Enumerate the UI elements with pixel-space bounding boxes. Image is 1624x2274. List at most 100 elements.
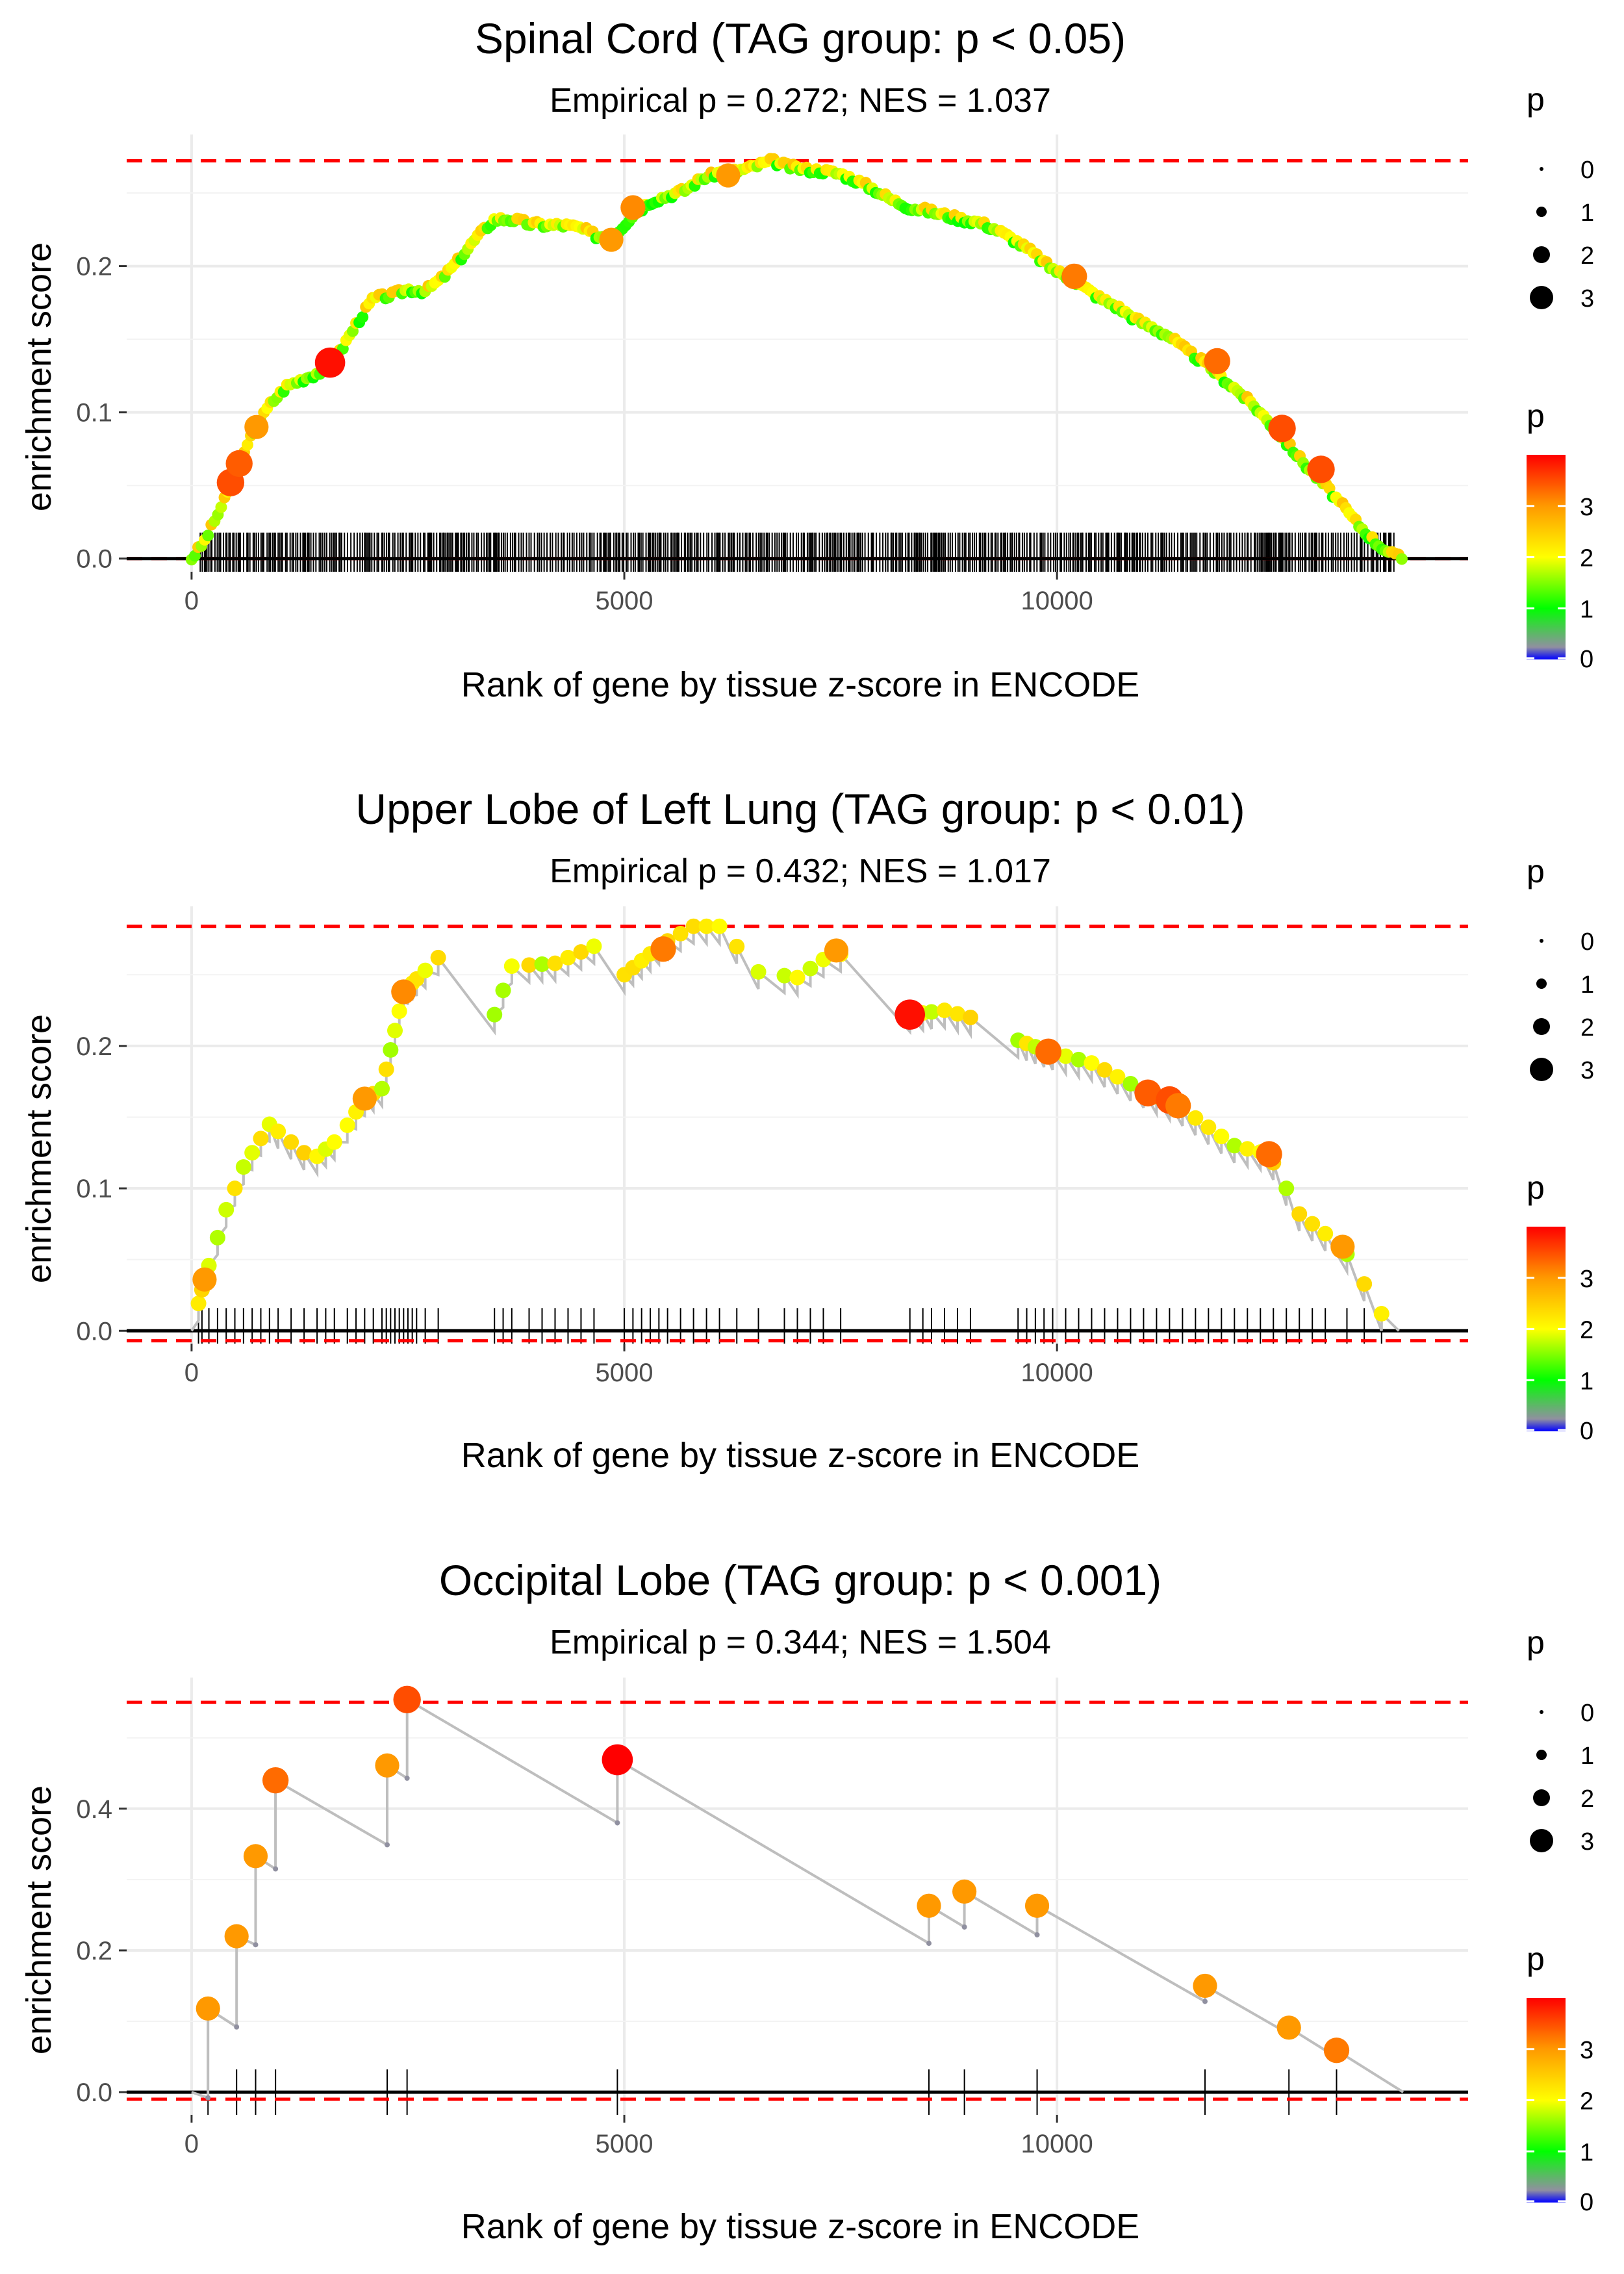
gene-point-small	[1034, 1932, 1040, 1937]
gene-point	[209, 1229, 225, 1246]
gene-point	[789, 969, 806, 986]
gene-point-large	[225, 450, 253, 478]
size-legend-dot	[1536, 978, 1547, 989]
gene-point-small	[205, 2095, 211, 2101]
chart-title: Occipital Lobe (TAG group: p < 0.001)	[439, 1556, 1161, 1604]
gene-point-small	[1202, 1999, 1208, 2004]
y-axis-ticks: 0.0 0.2 0.4	[76, 1795, 127, 2107]
size-legend-label: 3	[1580, 1828, 1594, 1856]
size-legend-label: 2	[1580, 242, 1594, 270]
size-legend-title: p	[1527, 1624, 1545, 1661]
gene-point-large	[375, 1753, 400, 1778]
gene-point	[1200, 1119, 1217, 1135]
gene-points	[190, 918, 1389, 1322]
gene-point	[750, 964, 767, 980]
y-tick-label: 0.1	[76, 399, 112, 428]
chart-subtitle: Empirical p = 0.432; NES = 1.017	[550, 852, 1051, 890]
x-axis-title: Rank of gene by tissue z-score in ENCODE	[461, 1436, 1139, 1475]
x-tick-label: 10000	[1021, 2130, 1093, 2158]
gene-point-large	[352, 1086, 377, 1111]
size-legend-title: p	[1527, 81, 1545, 118]
y-tick-label: 0.1	[76, 1175, 112, 1203]
gene-point	[391, 1003, 407, 1019]
size-legend-dot	[1540, 1710, 1543, 1714]
gene-point	[296, 1145, 312, 1161]
gene-point	[1291, 1206, 1308, 1222]
gene-point	[1226, 1138, 1243, 1154]
y-tick-label: 0.0	[76, 1317, 112, 1346]
gene-point	[936, 1003, 952, 1019]
size-legend-dot	[1540, 939, 1543, 943]
gene-point	[1373, 1305, 1389, 1322]
gene-point	[802, 960, 818, 977]
y-tick-label: 0.2	[76, 1937, 112, 1965]
gene-point	[241, 439, 253, 451]
panel-occipital-lobe: Occipital Lobe (TAG group: p < 0.001) Em…	[19, 1556, 1468, 2246]
size-legend-dot	[1533, 1789, 1550, 1806]
colorbar-label: 1	[1580, 596, 1593, 623]
gene-point	[547, 955, 563, 971]
y-tick-label: 0.0	[76, 2078, 112, 2107]
x-axis-ticks: 0 5000 10000	[184, 1344, 1093, 1387]
x-tick-label: 0	[184, 2130, 199, 2158]
gene-point	[1110, 1069, 1126, 1085]
gene-point	[776, 967, 793, 984]
gene-point-small	[926, 1941, 932, 1947]
gene-point-small	[234, 2024, 240, 2030]
gene-point	[521, 957, 537, 973]
y-tick-label: 0.2	[76, 1032, 112, 1061]
size-legend-dot	[1530, 1829, 1553, 1852]
size-legend-label: 1	[1580, 971, 1594, 999]
x-tick-label: 0	[184, 587, 199, 615]
size-legend-title: p	[1527, 853, 1545, 889]
gene-point	[1317, 1225, 1334, 1242]
gene-point	[244, 1145, 260, 1161]
gene-point-large	[620, 195, 646, 220]
gene-point-large	[1307, 455, 1335, 483]
y-axis-ticks: 0.0 0.1 0.2	[76, 253, 127, 574]
gene-point	[235, 1159, 251, 1175]
color-legend-title: p	[1527, 398, 1545, 434]
x-axis-title: Rank of gene by tissue z-score in ENCODE	[461, 2207, 1139, 2246]
size-legend-dot	[1533, 246, 1550, 263]
colorbar-label: 3	[1580, 2037, 1593, 2064]
gene-point-small	[253, 1942, 259, 1948]
gene-point-large	[1323, 2038, 1350, 2063]
gene-point-small	[273, 1866, 279, 1872]
es-line	[191, 1697, 1404, 2100]
gene-point	[586, 938, 602, 954]
panel-upper-lobe-left-lung: Upper Lobe of Left Lung (TAG group: p < …	[19, 785, 1468, 1475]
gene-point-large	[716, 163, 741, 188]
size-legend-dot	[1540, 167, 1543, 171]
colorbar-label: 0	[1580, 1418, 1593, 1445]
gene-point-small	[961, 1924, 967, 1930]
chart-title: Upper Lobe of Left Lung (TAG group: p < …	[355, 785, 1245, 833]
size-legend-label: 1	[1580, 199, 1594, 227]
colorbar-label: 2	[1580, 1317, 1593, 1344]
gene-point	[202, 530, 214, 542]
gene-point-large	[243, 1844, 268, 1869]
size-legend-dot	[1533, 1018, 1550, 1035]
gene-point	[253, 1131, 269, 1147]
gene-point	[1356, 1276, 1373, 1292]
colorbar-label: 0	[1580, 2189, 1593, 2216]
gene-points	[185, 153, 1408, 566]
gene-point-large	[1204, 348, 1230, 375]
size-legend-dot	[1536, 207, 1547, 217]
colorbar-label: 3	[1580, 1266, 1593, 1293]
gene-point	[383, 1041, 399, 1058]
gene-point	[378, 1061, 394, 1077]
gridlines	[127, 1678, 1468, 2115]
x-tick-label: 5000	[596, 2130, 653, 2158]
x-tick-label: 5000	[596, 587, 653, 615]
gene-point-large	[393, 1685, 421, 1714]
gene-point-large	[824, 938, 849, 963]
gene-point	[711, 918, 728, 934]
gene-point-large	[1061, 263, 1087, 289]
y-axis-title: enrichment score	[19, 242, 58, 511]
gene-point-large	[917, 1893, 941, 1918]
running-es-curve	[191, 1697, 1404, 2100]
gene-point	[1239, 1141, 1256, 1157]
gene-point	[1097, 1062, 1113, 1078]
gene-point	[962, 1009, 978, 1025]
